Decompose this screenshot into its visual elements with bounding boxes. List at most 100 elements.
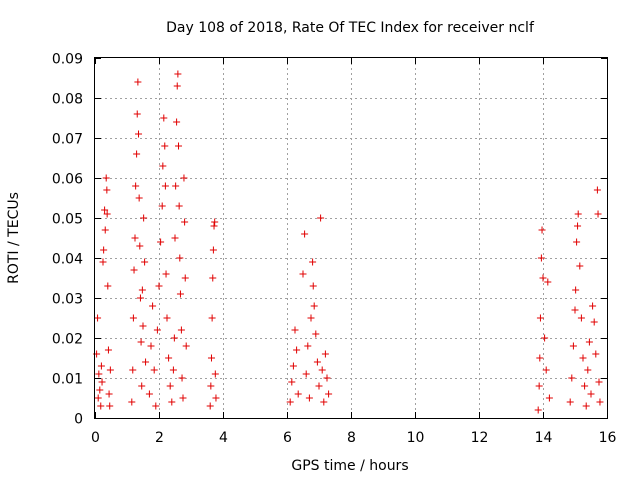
data-point bbox=[153, 326, 161, 334]
data-point bbox=[293, 346, 301, 354]
data-point bbox=[170, 334, 178, 342]
data-point bbox=[589, 302, 597, 310]
data-point bbox=[94, 314, 102, 322]
data-point bbox=[136, 242, 144, 250]
y-tick-label: 0.07 bbox=[52, 132, 83, 148]
data-point bbox=[178, 374, 186, 382]
data-point bbox=[211, 370, 219, 378]
data-point bbox=[315, 382, 323, 390]
data-point bbox=[594, 210, 602, 218]
data-point bbox=[140, 214, 148, 222]
data-point bbox=[302, 370, 310, 378]
data-point bbox=[172, 182, 180, 190]
data-point bbox=[537, 254, 545, 262]
x-tick-label: 10 bbox=[407, 430, 425, 446]
data-point bbox=[538, 226, 546, 234]
data-point bbox=[573, 238, 581, 246]
y-tick-label: 0.01 bbox=[52, 372, 83, 388]
data-point bbox=[312, 330, 320, 338]
y-tick-label: 0.08 bbox=[52, 92, 83, 108]
data-point bbox=[157, 238, 165, 246]
data-point bbox=[212, 394, 220, 402]
data-point bbox=[582, 402, 590, 410]
data-point bbox=[133, 110, 141, 118]
data-point bbox=[179, 394, 187, 402]
data-point bbox=[566, 398, 574, 406]
x-tick-label: 12 bbox=[471, 430, 489, 446]
data-point bbox=[207, 354, 215, 362]
data-point bbox=[168, 398, 176, 406]
data-point bbox=[535, 382, 543, 390]
data-point bbox=[106, 366, 114, 374]
data-point bbox=[128, 398, 136, 406]
data-point bbox=[102, 174, 110, 182]
data-point bbox=[587, 390, 595, 398]
axis-ticks: 0 2 4 6 8 10 12 14 16 0 0.01 0.02 0.03 0.04 0.05 0.06 0.… bbox=[52, 52, 617, 447]
data-point bbox=[209, 246, 217, 254]
data-point bbox=[182, 342, 190, 350]
data-point bbox=[133, 150, 141, 158]
data-point bbox=[145, 390, 153, 398]
data-point bbox=[104, 282, 112, 290]
data-point bbox=[309, 258, 317, 266]
data-point bbox=[569, 342, 577, 350]
data-point bbox=[593, 186, 601, 194]
data-point bbox=[310, 302, 318, 310]
data-point bbox=[96, 386, 104, 394]
data-point bbox=[135, 194, 143, 202]
data-point bbox=[294, 390, 302, 398]
plot-frame bbox=[94, 57, 608, 419]
data-point bbox=[132, 182, 140, 190]
data-point bbox=[129, 366, 137, 374]
data-point bbox=[129, 314, 137, 322]
data-point bbox=[169, 366, 177, 374]
data-point bbox=[313, 358, 321, 366]
data-point bbox=[539, 274, 547, 282]
data-point bbox=[159, 162, 167, 170]
data-point bbox=[325, 390, 333, 398]
data-point bbox=[139, 322, 147, 330]
data-point bbox=[97, 402, 105, 410]
data-point bbox=[152, 402, 160, 410]
y-tick-label: 0.03 bbox=[52, 292, 83, 308]
data-point bbox=[286, 398, 294, 406]
data-point bbox=[542, 366, 550, 374]
data-point bbox=[131, 234, 139, 242]
data-point bbox=[572, 286, 580, 294]
data-point bbox=[149, 302, 157, 310]
data-point bbox=[138, 382, 146, 390]
data-point bbox=[304, 342, 312, 350]
x-tick-label: 2 bbox=[155, 430, 164, 446]
data-point bbox=[574, 222, 582, 230]
x-tick-label: 0 bbox=[91, 430, 100, 446]
x-tick-label: 16 bbox=[599, 430, 617, 446]
data-point bbox=[150, 366, 158, 374]
data-point bbox=[104, 346, 112, 354]
y-tick-label: 0.09 bbox=[52, 52, 83, 68]
data-point bbox=[536, 354, 544, 362]
data-point bbox=[305, 394, 313, 402]
data-point bbox=[161, 142, 169, 150]
data-point bbox=[177, 326, 185, 334]
data-points bbox=[93, 70, 604, 414]
data-point bbox=[175, 142, 183, 150]
data-point bbox=[590, 318, 598, 326]
data-point bbox=[291, 326, 299, 334]
data-point bbox=[98, 378, 106, 386]
data-point bbox=[135, 130, 143, 138]
x-tick-label: 14 bbox=[535, 430, 553, 446]
data-point bbox=[577, 314, 585, 322]
y-tick-label: 0.06 bbox=[52, 172, 83, 188]
data-point bbox=[94, 394, 102, 402]
data-point bbox=[317, 214, 325, 222]
data-point bbox=[211, 218, 219, 226]
data-point bbox=[105, 390, 113, 398]
data-point bbox=[323, 374, 331, 382]
data-point bbox=[134, 78, 142, 86]
data-point bbox=[101, 206, 109, 214]
y-tick-label: 0.04 bbox=[52, 252, 83, 268]
x-tick-label: 4 bbox=[219, 430, 228, 446]
data-point bbox=[596, 398, 604, 406]
data-point bbox=[584, 366, 592, 374]
data-point bbox=[299, 270, 307, 278]
